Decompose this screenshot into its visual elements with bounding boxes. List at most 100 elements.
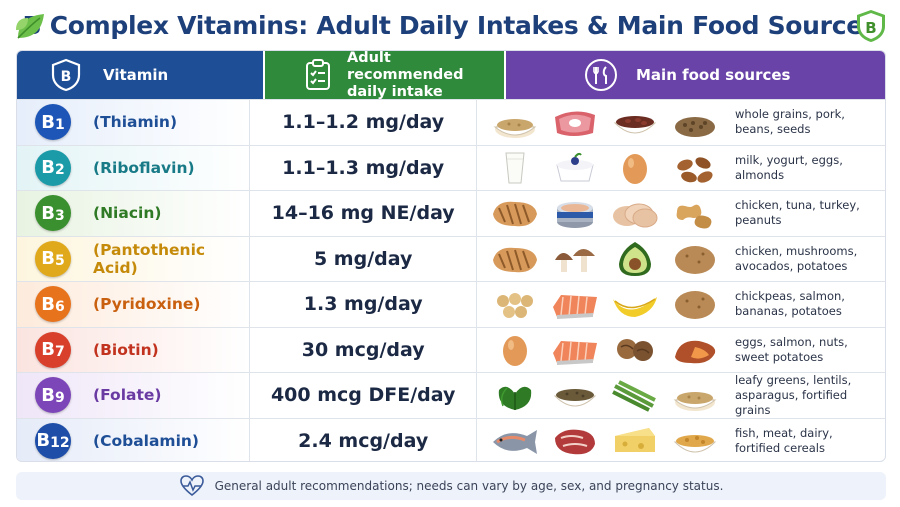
vitamin-letter: B [41, 339, 55, 361]
footer-text: General adult recommendations; needs can… [214, 479, 724, 493]
table-row: B 6 (Pyridoxine) 1.3 mg/day chickpeas, salmo… [17, 281, 885, 327]
foods-cell: leafy greens, lentils, asparagus, fortifi… [476, 373, 885, 418]
food-sources-line1: chicken, tuna, turkey, [735, 198, 860, 213]
vitamin-cell: B 9 (Folate) [17, 373, 250, 418]
intake-value: 400 mcg DFE/day [249, 373, 476, 418]
vitamin-name: (Pantothenic Acid) [93, 240, 206, 277]
vitamin-header-label: Vitamin [103, 66, 169, 84]
table-row: B 12 (Cobalamin) 2.4 mcg/day fish, meat, dai… [17, 417, 885, 461]
food-sources-line2: peanuts [735, 213, 782, 228]
food-sources-text: chickpeas, salmon, bananas, potatoes [735, 289, 885, 319]
milk-glass-icon [505, 152, 525, 184]
vitamin-number: 1 [54, 116, 65, 133]
vitamin-badge: B 12 [35, 422, 71, 459]
heart-pulse-icon [179, 475, 204, 497]
vitamin-name: (Pyridoxine) [93, 295, 201, 314]
food-sources-line2: sweet potatoes [735, 349, 824, 364]
foods-cell: fish, meat, dairy, fortified cereals [476, 418, 885, 461]
clipboard-check-icon [306, 59, 330, 90]
foods-cell: milk, yogurt, eggs, almonds [476, 145, 885, 190]
beans-bowl-icon [613, 116, 657, 134]
food-sources-line1: chickpeas, salmon, [735, 289, 845, 304]
intake-column-header: Adult recommended daily intake [263, 50, 504, 101]
footer-note: General adult recommendations; needs can… [16, 472, 886, 500]
vitamin-number: 9 [54, 389, 65, 406]
table-header: B Vitamin Adult recommended daily intake [17, 50, 885, 101]
yogurt-icon [556, 152, 594, 182]
intake-header-line1: Adult recommended [347, 50, 464, 83]
food-sources-text: leafy greens, lentils, asparagus, fortifi… [735, 373, 885, 418]
vitamin-number: 7 [54, 344, 65, 361]
intake-header-label: Adult recommended daily intake [347, 50, 504, 101]
food-sources-text: milk, yogurt, eggs, almonds [735, 153, 885, 183]
banana-icon [613, 297, 657, 318]
food-sources-line1: eggs, salmon, nuts, [735, 334, 848, 349]
vitamin-name: (Thiamin) [93, 113, 178, 132]
pork-icon [555, 111, 595, 137]
cereal-bowl-icon [673, 434, 717, 453]
turkey-slices-icon [613, 203, 658, 228]
mushrooms-icon [555, 248, 595, 272]
grilled-chicken-icon [493, 202, 537, 227]
food-sources-text: whole grains, pork, beans, seeds [735, 107, 885, 137]
lentils-bowl-icon [553, 389, 597, 407]
grains-bowl-icon [493, 119, 537, 139]
vitamin-name: (Biotin) [93, 340, 159, 359]
chickpeas-icon [497, 293, 533, 319]
grains-bowl-icon [673, 392, 717, 412]
svg-text:B: B [865, 19, 876, 37]
spinach-icon [498, 387, 532, 411]
food-images [489, 240, 721, 278]
vitamin-cell: B 3 (Niacin) [17, 191, 250, 236]
food-sources-text: fish, meat, dairy, fortified cereals [735, 426, 885, 456]
vitamin-letter: B [41, 157, 55, 179]
vitamin-number: 2 [54, 162, 65, 179]
food-sources-line2: asparagus, fortified grains [735, 387, 848, 417]
food-images [489, 285, 721, 323]
intake-value: 30 mcg/day [249, 327, 476, 372]
vitamin-cell: B 5 (Pantothenic Acid) [17, 236, 250, 281]
vitamin-name: (Cobalamin) [93, 431, 200, 450]
vitamin-cell: B 1 (Thiamin) [17, 100, 250, 145]
table-body: B 1 (Thiamin) 1.1–1.2 mg/day whole grains, p… [17, 99, 885, 461]
intake-value: 1.1–1.2 mg/day [249, 100, 476, 145]
potato-icon [675, 245, 715, 274]
vitamin-cell: B 2 (Riboflavin) [17, 145, 250, 190]
vitamin-letter: B [41, 293, 55, 315]
page-title: B Complex Vitamins: Adult Daily Intakes … [22, 10, 878, 40]
shield-leaf-icon: B [857, 10, 885, 42]
intake-value: 5 mg/day [249, 236, 476, 281]
steak-icon [555, 429, 595, 455]
intake-value: 1.3 mg/day [249, 282, 476, 327]
vitamin-letter: B [41, 111, 55, 133]
vitamin-number: 12 [50, 435, 70, 452]
grilled-chicken-icon [493, 247, 537, 272]
vitamin-number: 5 [54, 253, 65, 270]
food-sources-line2: bananas, potatoes [735, 304, 842, 319]
food-sources-line1: whole grains, pork, [735, 107, 845, 122]
egg-icon [623, 153, 647, 184]
vitamin-name: (Folate) [93, 386, 162, 405]
vitamin-name: (Riboflavin) [93, 158, 195, 177]
food-sources-line2: beans, seeds [735, 122, 811, 137]
vitamin-cell: B 12 (Cobalamin) [17, 418, 250, 461]
food-images [489, 422, 721, 460]
salmon-icon [553, 340, 597, 365]
table-row: B 3 (Niacin) 14–16 mg NE/day chicken, tuna, … [17, 190, 885, 236]
table-row: B 1 (Thiamin) 1.1–1.2 mg/day whole grains, p… [17, 99, 885, 145]
food-images [489, 194, 721, 232]
food-sources-text: chicken, mushrooms, avocados, potatoes [735, 244, 885, 274]
vitamin-letter: B [41, 202, 55, 224]
avocado-icon [619, 241, 651, 276]
food-sources-text: chicken, tuna, turkey, peanuts [735, 198, 885, 228]
foods-cell: whole grains, pork, beans, seeds [476, 100, 885, 145]
svg-text:B: B [61, 69, 72, 85]
vitamin-letter: B [36, 430, 51, 452]
fish-icon [493, 429, 537, 454]
food-sources-text: eggs, salmon, nuts, sweet potatoes [735, 335, 885, 365]
cheese-icon [615, 427, 655, 452]
